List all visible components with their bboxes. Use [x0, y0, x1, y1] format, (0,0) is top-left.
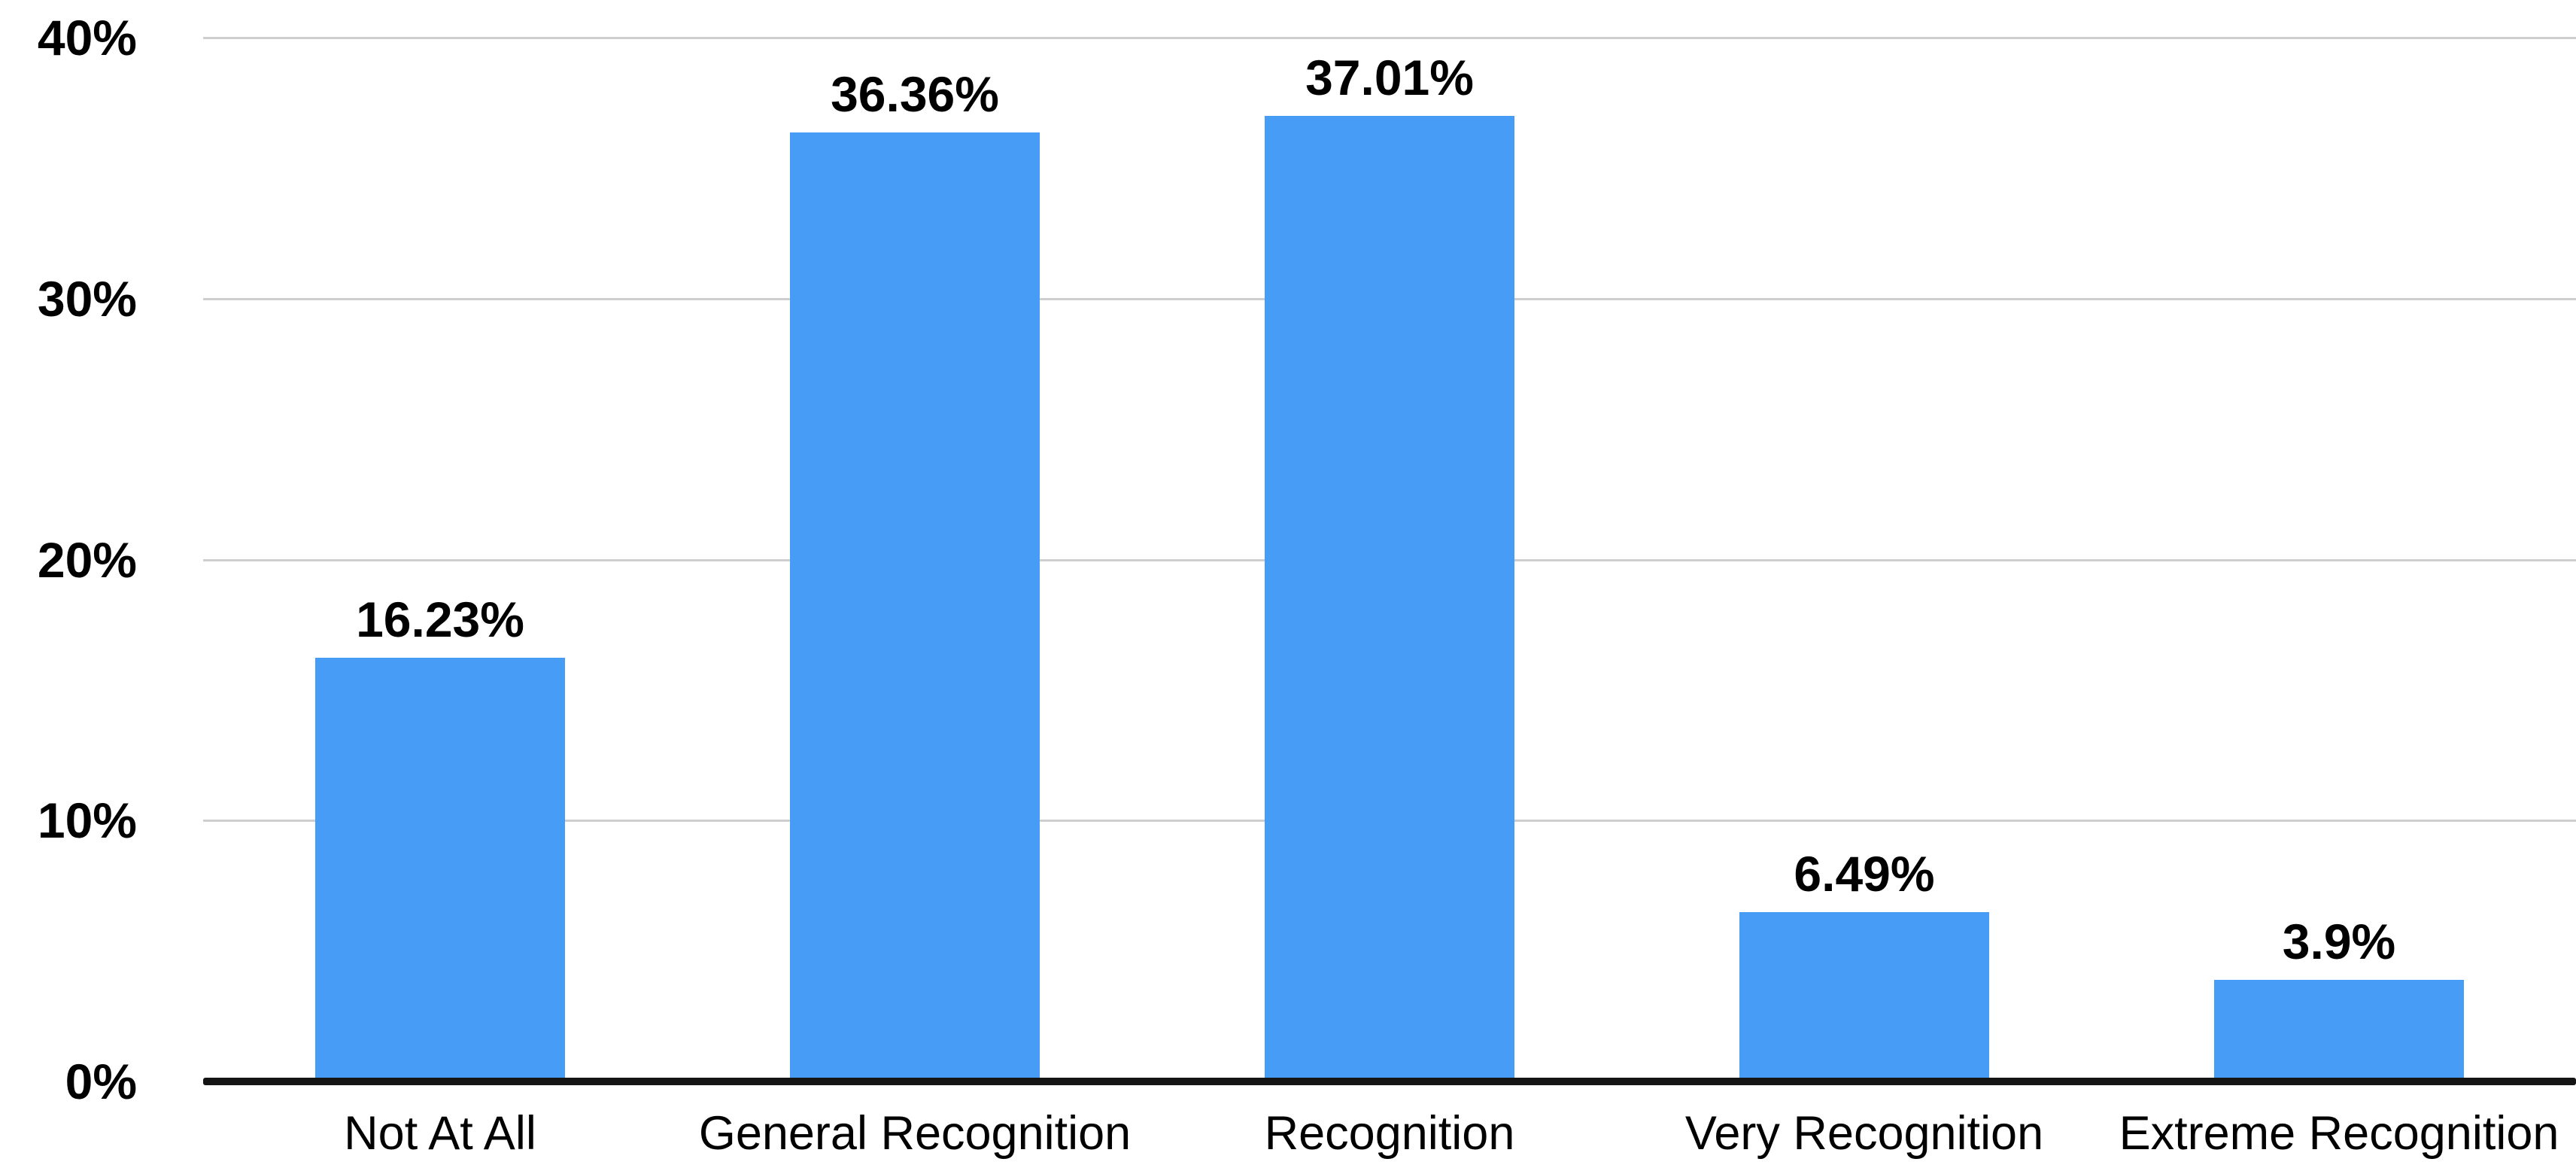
y-tick-label: 30% [37, 270, 137, 327]
y-tick-label: 0% [65, 1054, 137, 1109]
bar-recognition [1265, 116, 1514, 1084]
bar-general-recognition [790, 132, 1040, 1084]
bar-value-label: 36.36% [831, 66, 999, 122]
bar-extreme-recognition [2214, 980, 2464, 1084]
bar-not-at-all [315, 658, 565, 1084]
bar-value-label: 6.49% [1794, 846, 1935, 902]
bar-value-label: 16.23% [356, 592, 524, 647]
bar-value-label: 37.01% [1305, 50, 1474, 105]
x-axis-baseline [203, 1078, 2576, 1085]
x-tick-label: General Recognition [698, 1107, 1132, 1160]
y-tick-label: 10% [37, 792, 137, 849]
x-tick-label: Very Recognition [1684, 1107, 2044, 1160]
gridline [203, 37, 2576, 39]
x-tick-label: Extreme Recognition [2119, 1107, 2559, 1160]
y-tick-label: 20% [37, 531, 137, 588]
x-tick-label: Recognition [1264, 1107, 1515, 1160]
bar-very-recognition [1739, 912, 1989, 1084]
x-tick-label: Not At All [344, 1107, 536, 1160]
bar-value-label: 3.9% [2282, 914, 2396, 969]
y-tick-label: 40% [37, 10, 137, 65]
